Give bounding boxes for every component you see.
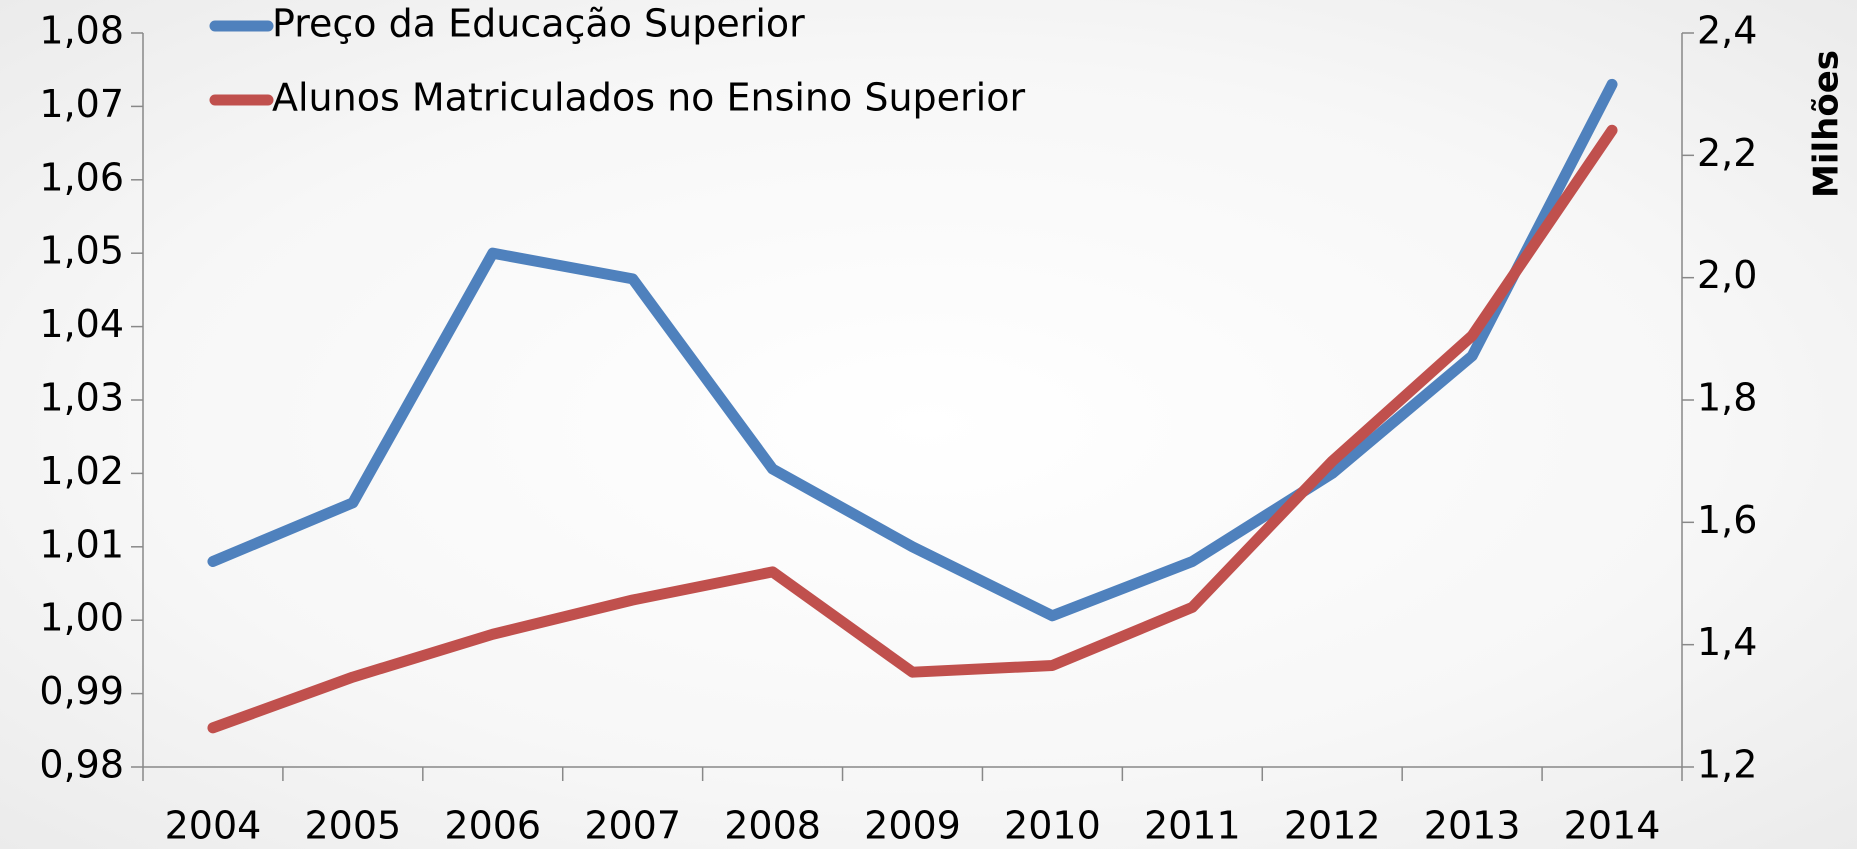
- y2-tick-label: 2,2: [1697, 131, 1757, 175]
- series-line: [207, 78, 1618, 622]
- y2-tick-label: 1,6: [1697, 498, 1757, 542]
- y2-tick-label: 2,0: [1697, 253, 1757, 297]
- y-tick-label: 1,02: [39, 449, 124, 493]
- x-tick-label: 2007: [584, 804, 681, 848]
- x-tick-label: 2004: [165, 804, 262, 848]
- y-tick-label: 0,99: [39, 669, 124, 713]
- y-tick-label: 1,00: [39, 596, 124, 640]
- x-tick-label: 2014: [1564, 804, 1661, 848]
- y-tick-label: 1,06: [39, 155, 124, 199]
- x-tick-label: 2011: [1144, 804, 1241, 848]
- y-tick-label: 1,08: [39, 9, 124, 53]
- x-tick-label: 2012: [1284, 804, 1381, 848]
- y-tick-label: 1,03: [39, 376, 124, 420]
- y2-tick-label: 2,4: [1697, 9, 1757, 53]
- legend-label: Preço da Educação Superior: [272, 2, 805, 46]
- y2-tick-label: 1,2: [1697, 743, 1757, 787]
- x-tick-label: 2009: [864, 804, 961, 848]
- y2-tick-label: 1,8: [1697, 376, 1757, 420]
- x-tick-label: 2006: [444, 804, 541, 848]
- y-tick-label: 1,07: [39, 82, 124, 126]
- y-tick-label: 0,98: [39, 743, 124, 787]
- y-tick-label: 1,04: [39, 302, 124, 346]
- y-tick-label: 1,05: [39, 229, 124, 273]
- x-tick-label: 2010: [1004, 804, 1101, 848]
- y-tick-label: 1,01: [39, 522, 124, 566]
- x-tick-label: 2008: [724, 804, 821, 848]
- x-tick-label: 2013: [1424, 804, 1521, 848]
- legend-label: Alunos Matriculados no Ensino Superior: [272, 76, 1025, 120]
- y2-axis-label: Milhões: [1807, 50, 1847, 198]
- x-tick-label: 2005: [305, 804, 402, 848]
- y2-tick-label: 1,4: [1697, 620, 1757, 664]
- series-line: [207, 124, 1618, 734]
